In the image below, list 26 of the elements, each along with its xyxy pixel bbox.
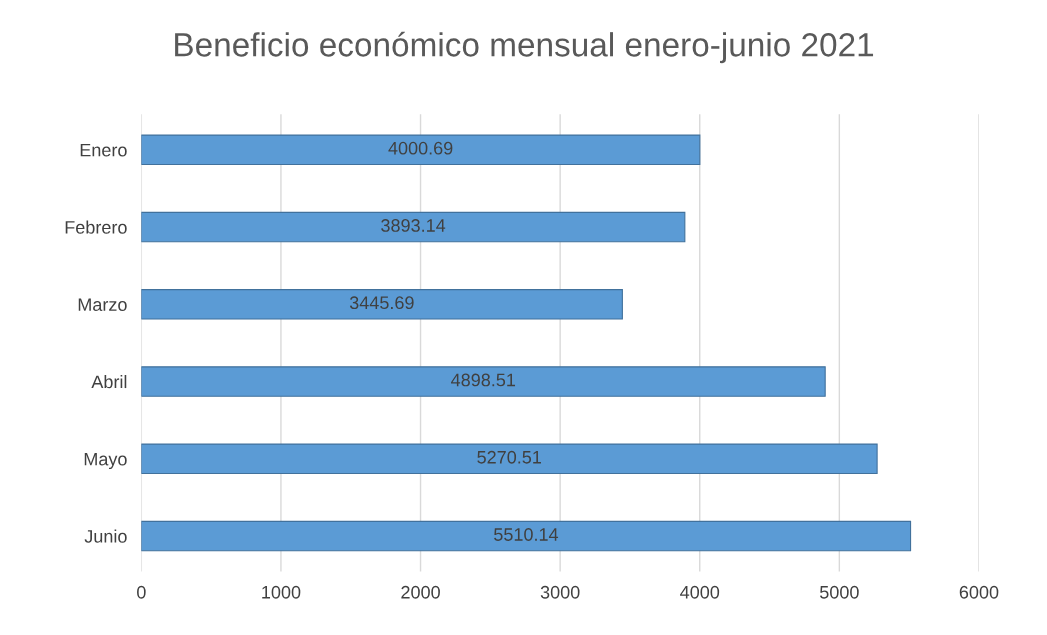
x-tick-label: 3000 [540, 585, 580, 599]
data-label: 3893.14 [381, 219, 446, 232]
y-tick-label: Junio [84, 529, 127, 543]
y-tick-label: Abril [91, 374, 127, 389]
data-label: 4898.51 [451, 373, 516, 387]
y-tick-label: Enero [80, 143, 127, 157]
y-tick-label: Mayo [84, 452, 127, 470]
bar [141, 443, 878, 475]
data-label: 5270.51 [477, 450, 541, 464]
data-label: 5510.14 [494, 528, 559, 541]
data-label: 3445.69 [349, 296, 414, 310]
x-tick-label: 0 [137, 585, 146, 599]
bar [141, 366, 826, 397]
x-tick-label: 6000 [959, 585, 999, 599]
x-tick-label: 5000 [819, 585, 859, 599]
x-tick-label: 1000 [262, 585, 301, 599]
data-label: 4000.69 [388, 141, 453, 155]
chart-title: Beneficio económico mensual enero-junio 2021 [175, 31, 874, 64]
bar [141, 211, 686, 243]
y-tick-label: Febrero [65, 220, 127, 234]
bar [141, 134, 701, 165]
y-tick-label: Marzo [78, 298, 127, 311]
bar [141, 520, 912, 552]
bar [141, 289, 623, 320]
x-tick-label: 4000 [680, 585, 720, 599]
x-tick-label: 2000 [401, 585, 440, 599]
